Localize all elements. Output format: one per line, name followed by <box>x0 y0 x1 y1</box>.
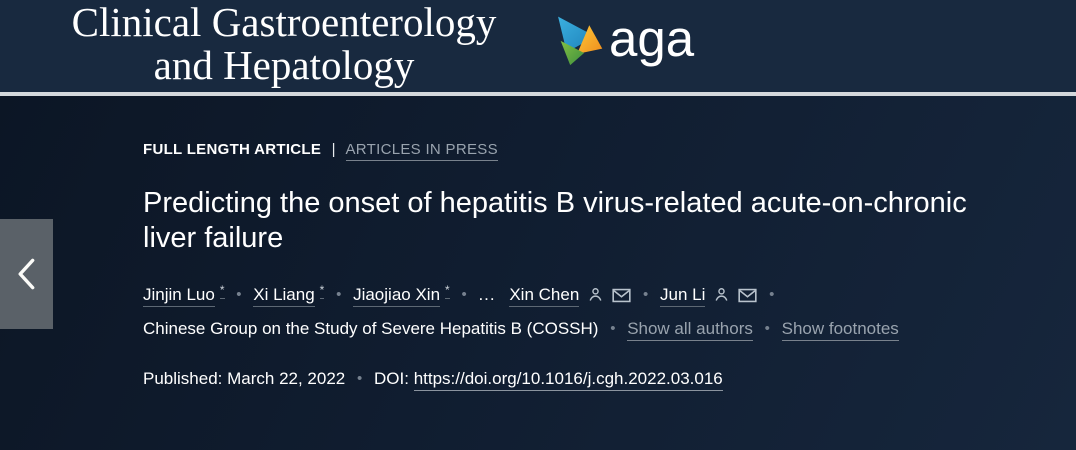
aga-logo-text: aga <box>609 9 695 67</box>
article-header-inner: FULL LENGTH ARTICLE | ARTICLES IN PRESS … <box>0 96 1076 391</box>
doi-link[interactable]: https://doi.org/10.1016/j.cgh.2022.03.01… <box>413 369 723 391</box>
separator-bullet: • <box>357 370 363 387</box>
author-link-xin-chen[interactable]: Xin Chen <box>509 285 580 307</box>
author-profile-icon[interactable] <box>587 286 604 303</box>
eyebrow-separator: | <box>331 141 336 158</box>
group-name: Chinese Group on the Study of Severe Hep… <box>143 319 599 338</box>
author-item: Jinjin Luo * <box>143 283 225 307</box>
journal-title-link[interactable]: Clinical Gastroenterology and Hepatology <box>14 1 554 87</box>
journal-title-line1: Clinical Gastroenterology <box>71 0 497 45</box>
journal-header: Clinical Gastroenterology and Hepatology <box>0 0 1076 92</box>
separator-bullet: • <box>461 286 467 303</box>
author-profile-icon[interactable] <box>713 286 730 303</box>
email-author-icon[interactable] <box>612 288 631 303</box>
chevron-left-icon <box>18 258 34 290</box>
author-link-jun-li[interactable]: Jun Li <box>660 285 706 307</box>
author-affiliation-mark[interactable]: * <box>445 283 450 299</box>
articles-in-press-link[interactable]: ARTICLES IN PRESS <box>345 141 498 161</box>
author-list: Jinjin Luo * • Xi Liang * • Jiaojiao Xin * … <box>143 283 1076 307</box>
published-label: Published: <box>143 369 223 388</box>
email-author-icon[interactable] <box>738 288 757 303</box>
separator-bullet: • <box>610 320 616 337</box>
article-type-label: FULL LENGTH ARTICLE <box>143 141 322 158</box>
header-divider <box>0 92 1076 96</box>
published-row: Published: March 22, 2022 • DOI: https:/… <box>143 368 1076 391</box>
article-title: Predicting the onset of hepatitis B viru… <box>143 187 967 254</box>
author-link-jiaojiao-xin[interactable]: Jiaojiao Xin <box>353 285 441 307</box>
author-affiliation-mark[interactable]: * <box>219 283 225 299</box>
show-footnotes-link[interactable]: Show footnotes <box>781 319 899 341</box>
author-item: Xin Chen <box>509 285 631 307</box>
author-link-xi-liang[interactable]: Xi Liang <box>253 285 315 307</box>
separator-bullet: • <box>236 286 242 303</box>
separator-bullet: • <box>769 286 775 303</box>
author-item: Jiaojiao Xin * <box>353 283 450 307</box>
author-item: Jun Li <box>660 285 757 307</box>
article-header-section: FULL LENGTH ARTICLE | ARTICLES IN PRESS … <box>0 96 1076 450</box>
aga-logo[interactable]: aga <box>552 9 695 67</box>
author-link-jinjin-luo[interactable]: Jinjin Luo <box>143 285 215 307</box>
doi-label: DOI: <box>374 369 409 388</box>
published-date: March 22, 2022 <box>227 369 346 388</box>
previous-article-button[interactable] <box>0 219 53 329</box>
aga-triangle-icon <box>558 16 603 66</box>
show-all-authors-link[interactable]: Show all authors <box>627 319 753 341</box>
separator-bullet: • <box>643 286 649 303</box>
authors-ellipsis: ... <box>478 285 496 304</box>
author-item: Xi Liang * <box>253 283 325 307</box>
author-affiliation-mark[interactable]: * <box>319 283 325 299</box>
separator-bullet: • <box>336 286 342 303</box>
author-group-row: Chinese Group on the Study of Severe Hep… <box>143 318 1076 341</box>
article-eyebrow: FULL LENGTH ARTICLE | ARTICLES IN PRESS <box>143 141 1076 161</box>
separator-bullet: • <box>764 320 770 337</box>
journal-title-line2: and Hepatology <box>153 42 415 88</box>
